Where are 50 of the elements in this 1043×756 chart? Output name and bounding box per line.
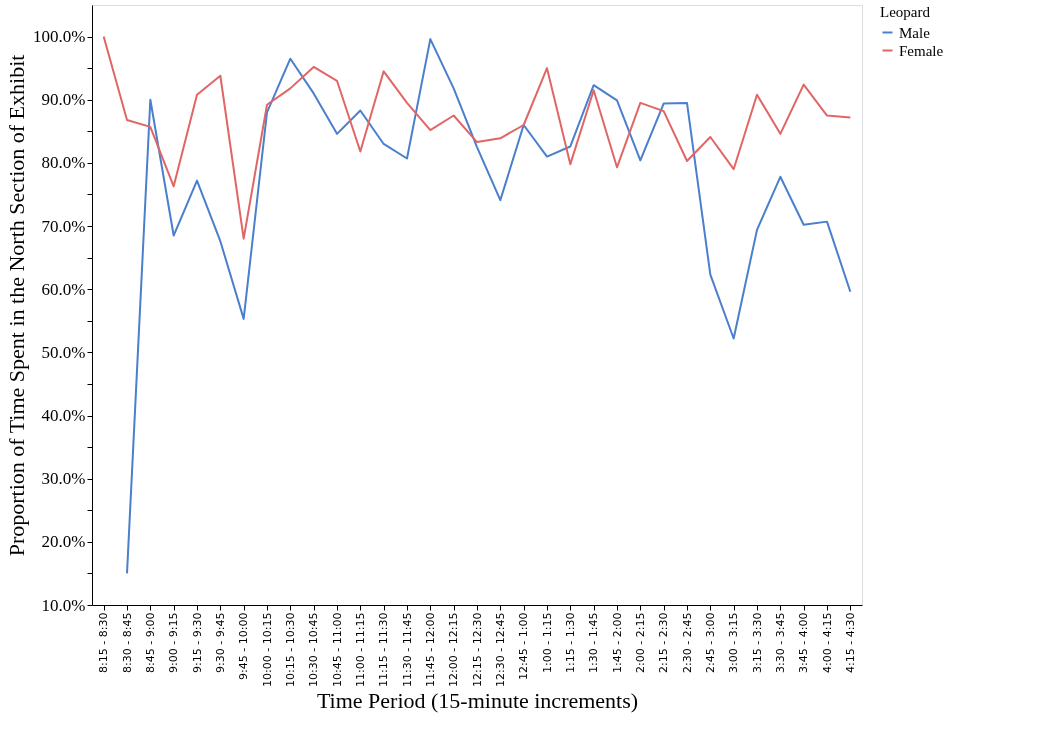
legend-title: Leopard (880, 4, 931, 20)
x-tick-label: 11:00 - 11:15 (353, 612, 367, 687)
x-tick-label: 12:15 - 12:30 (470, 612, 484, 687)
x-tick-label: 9:15 - 9:30 (190, 612, 204, 673)
legend-label: Male (899, 24, 931, 41)
y-tick-label: 80.0% (41, 153, 86, 173)
x-tick-label: 1:00 - 1:15 (540, 612, 554, 673)
x-tick-label: 1:30 - 1:45 (587, 612, 601, 673)
x-tick-label: 1:45 - 2:00 (610, 612, 624, 673)
x-tick-label: 10:00 - 10:15 (260, 612, 274, 687)
x-tick-label: 11:45 - 12:00 (423, 612, 437, 687)
x-tick-label: 8:30 - 8:45 (120, 612, 134, 673)
y-tick-label: 90.0% (41, 90, 86, 110)
x-tick-label: 3:30 - 3:45 (773, 612, 787, 673)
y-tick-label: 60.0% (41, 279, 86, 299)
x-tick-label: 2:30 - 2:45 (680, 612, 694, 673)
x-tick-label: 1:15 - 1:30 (563, 612, 577, 673)
x-tick-label: 9:00 - 9:15 (167, 612, 181, 673)
x-tick-label: 4:00 - 4:15 (820, 612, 834, 673)
legend-label: Female (899, 42, 944, 59)
x-tick-label: 8:15 - 8:30 (97, 612, 111, 673)
x-tick-label: 10:15 - 10:30 (283, 612, 297, 687)
x-tick-label: 9:45 - 10:00 (237, 612, 251, 680)
x-tick-label: 4:15 - 4:30 (843, 612, 857, 673)
x-tick-label: 11:15 - 11:30 (377, 612, 391, 687)
y-tick-label: 40.0% (41, 406, 86, 426)
y-tick-label: 30.0% (41, 469, 86, 489)
y-tick-label: 10.0% (41, 595, 86, 615)
x-tick-label: 10:45 - 11:00 (330, 612, 344, 687)
x-tick-label: 10:30 - 10:45 (307, 612, 321, 687)
y-tick-label: 50.0% (41, 342, 86, 362)
x-tick-label: 9:30 - 9:45 (213, 612, 227, 673)
x-tick-label: 2:45 - 3:00 (703, 612, 717, 673)
line-series (102, 35, 852, 240)
x-tick-label: 12:45 - 1:00 (517, 612, 531, 680)
x-tick-label: 2:00 - 2:15 (633, 612, 647, 673)
y-tick-label: 70.0% (41, 216, 86, 236)
x-tick-label: 11:30 - 11:45 (400, 612, 414, 687)
x-tick-label: 12:00 - 12:15 (447, 612, 461, 687)
x-tick-label: 3:00 - 3:15 (727, 612, 741, 673)
x-tick-label: 12:30 - 12:45 (493, 612, 507, 687)
x-tick-label: 8:45 - 9:00 (143, 612, 157, 673)
x-tick-label: 3:45 - 4:00 (797, 612, 811, 673)
y-axis-title: Proportion of Time Spent in the North Section of Exhibit (4, 54, 30, 557)
y-tick-label: 20.0% (41, 532, 86, 552)
x-axis-title: Time Period (15-minute increments) (316, 687, 639, 713)
y-tick-label: 100.0% (33, 27, 86, 47)
line-series (126, 38, 852, 575)
x-tick-label: 2:15 - 2:30 (657, 612, 671, 673)
x-tick-label: 3:15 - 3:30 (750, 612, 764, 673)
